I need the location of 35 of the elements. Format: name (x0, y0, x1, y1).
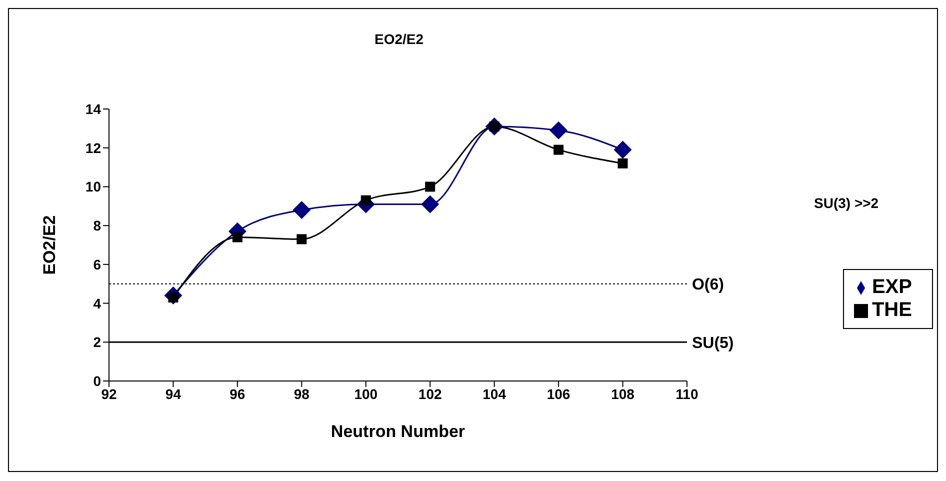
ref-line-label: O(6) (692, 276, 724, 294)
ref-line-label: SU(5) (692, 334, 734, 352)
point (292, 201, 311, 220)
y-tick-label: 12 (85, 140, 102, 156)
y-tick-label: 2 (93, 334, 102, 350)
x-tick-label: 94 (165, 386, 182, 402)
point (296, 234, 307, 244)
x-tick-label: 110 (676, 386, 698, 402)
legend-label: EXP (872, 276, 912, 298)
point (618, 158, 628, 168)
y-tick-label: 8 (93, 218, 102, 234)
y-tick-label: 4 (93, 295, 102, 312)
x-tick-label: 108 (611, 386, 635, 402)
y-tick-label: 0 (93, 372, 102, 389)
x-tick-label: 100 (354, 386, 378, 402)
y-axis-title: EO2/E2 (40, 215, 60, 275)
text: SU(3) >>2 (814, 195, 879, 211)
point (421, 195, 440, 214)
y-tick-label: 14 (85, 100, 102, 117)
point (425, 182, 436, 192)
x-tick-label: 102 (418, 386, 442, 402)
point (614, 140, 632, 159)
legend-label: THE (872, 299, 912, 321)
x-tick-label: 98 (294, 386, 310, 402)
point (550, 121, 568, 140)
x-tick-label: 106 (546, 386, 570, 402)
point (232, 232, 242, 242)
x-tick-label: 96 (230, 386, 246, 402)
x-tick-label: 104 (482, 386, 506, 402)
x-axis-title: Neutron Number (330, 422, 466, 441)
point (554, 144, 564, 155)
chart-title: EO2/E2 (373, 31, 425, 47)
x-tick-label: 92 (101, 386, 117, 402)
y-tick-label: 6 (93, 256, 102, 272)
y-tick-label: 10 (85, 178, 102, 195)
